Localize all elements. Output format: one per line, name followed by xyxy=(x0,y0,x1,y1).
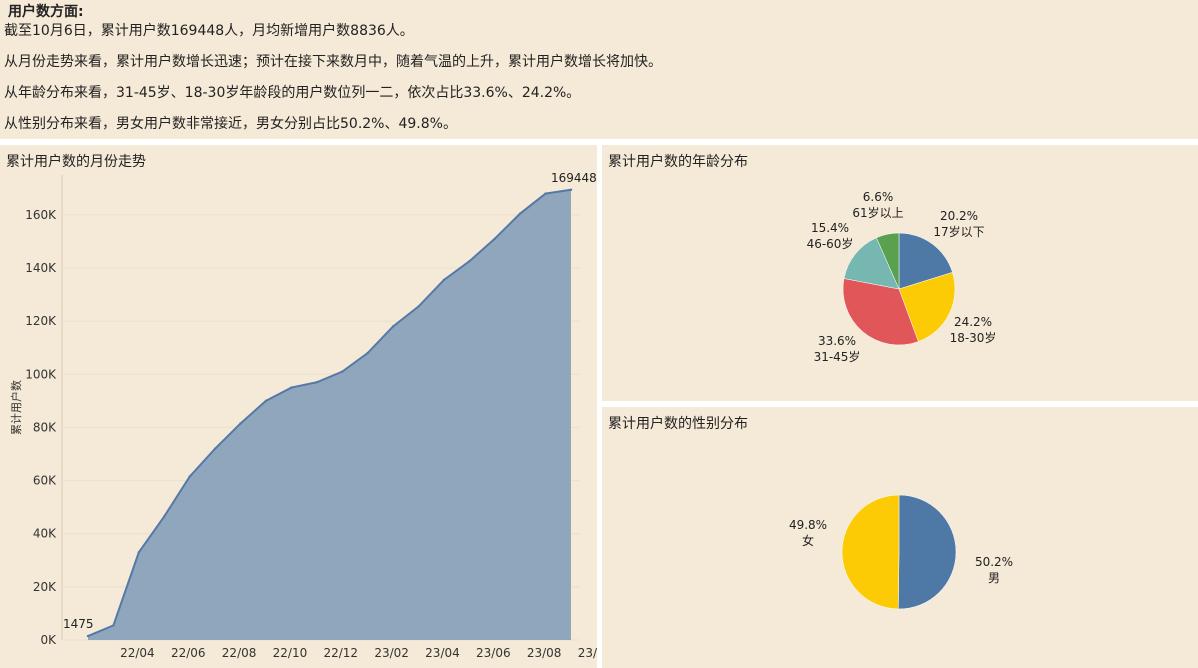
slice-category-label: 男 xyxy=(988,571,1000,585)
y-tick-label: 120K xyxy=(25,314,57,328)
y-tick-label: 160K xyxy=(25,208,57,222)
area-fill xyxy=(88,189,571,641)
summary-heading: 用户数方面: xyxy=(8,4,84,20)
pie-slice xyxy=(898,494,957,610)
age-chart-title: 累计用户数的年龄分布 xyxy=(608,154,748,170)
slice-percent-label: 50.2% xyxy=(975,555,1013,569)
slice-percent-label: 33.6% xyxy=(818,334,856,348)
slice-percent-label: 20.2% xyxy=(940,209,978,223)
data-point xyxy=(86,634,90,638)
y-tick-label: 0K xyxy=(40,633,57,647)
pie-slice xyxy=(842,278,919,346)
data-point xyxy=(518,212,522,215)
gender-chart-title: 累计用户数的性别分布 xyxy=(608,416,748,432)
x-tick-label: 22/04 xyxy=(120,646,155,660)
data-point xyxy=(112,624,115,627)
age-pie-chart: 20.2%17岁以下 24.2%18-30岁 33.6%31-45岁 15.4%46-… xyxy=(807,190,997,364)
data-point xyxy=(239,422,242,425)
summary-panel: 用户数方面: 截至10月6日，累计用户数169448人，月均新增用户数8836人… xyxy=(0,0,1198,139)
trend-chart: 0K 20K 40K 60K 80K 100K 120K 140K 160K 累计用户数 22/04… xyxy=(9,171,597,660)
summary-line: 从月份走势来看，累计用户数增长迅速；预计在接下来数月中，随着气温的上升，累计用户… xyxy=(4,54,662,70)
slice-percent-label: 6.6% xyxy=(863,190,894,204)
trend-chart-panel: 累计用户数的月份走势 0K 20K 40K 60K 80K 100K 120K 140K 160… xyxy=(0,145,597,668)
data-point xyxy=(341,370,344,373)
pie-slice xyxy=(841,494,900,610)
x-tick-label: 23/06 xyxy=(476,646,511,660)
first-value-label: 1475 xyxy=(63,617,94,631)
slice-percent-label: 15.4% xyxy=(811,221,849,235)
y-tick-label: 40K xyxy=(33,527,57,541)
y-tick-label: 140K xyxy=(25,261,57,275)
trend-chart-title: 累计用户数的月份走势 xyxy=(6,154,146,170)
data-point xyxy=(290,386,293,389)
data-point xyxy=(391,325,395,328)
pie-slice xyxy=(876,232,900,290)
data-point xyxy=(366,351,369,355)
summary-line: 截至10月6日，累计用户数169448人，月均新增用户数8836人。 xyxy=(4,23,414,39)
pie-slice xyxy=(898,272,956,342)
x-tick-label: 23/02 xyxy=(374,646,409,660)
summary-line: 从性别分布来看，男女用户数非常接近，男女分别占比50.2%、49.8%。 xyxy=(4,116,457,132)
data-point xyxy=(493,237,496,240)
slice-category-label: 17岁以下 xyxy=(933,224,984,239)
slice-category-label: 31-45岁 xyxy=(814,349,861,364)
data-point xyxy=(442,278,446,282)
slice-percent-label: 49.8% xyxy=(789,518,827,532)
y-tick-label: 60K xyxy=(33,474,57,488)
slice-category-label: 46-60岁 xyxy=(807,236,854,251)
area-line xyxy=(87,188,572,638)
pie-slice xyxy=(843,237,900,290)
y-tick-label: 100K xyxy=(25,367,57,381)
pie-slice xyxy=(898,232,953,290)
data-point xyxy=(544,192,547,195)
slice-category-label: 18-30岁 xyxy=(950,330,997,345)
data-point xyxy=(315,381,318,384)
y-tick-label: 80K xyxy=(33,420,57,434)
data-point xyxy=(213,447,217,450)
x-tick-label: 23/04 xyxy=(425,646,460,660)
age-chart-panel: 累计用户数的年龄分布 20.2% 17岁以下 24.2% 18-30岁 33.6% 31-… xyxy=(602,145,1198,401)
data-point xyxy=(188,475,191,478)
slice-category-label: 女 xyxy=(802,533,814,548)
gender-pie-chart: 50.2% 男 49.8%女 xyxy=(789,494,1013,610)
x-tick-label: 22/06 xyxy=(171,646,206,660)
x-tick-label: 23/10 xyxy=(578,646,597,660)
x-tick-label: 22/08 xyxy=(222,646,257,660)
x-tick-label: 22/10 xyxy=(273,646,308,660)
gender-chart-panel: 累计用户数的性别分布 50.2% 男 49.8% 女 xyxy=(602,407,1198,668)
y-tick-label: 20K xyxy=(33,580,57,594)
data-point xyxy=(417,305,420,308)
data-point xyxy=(569,188,573,191)
last-value-label: 169448 xyxy=(551,171,597,185)
slice-percent-label: 24.2% xyxy=(954,315,992,329)
data-point xyxy=(264,399,268,403)
data-point xyxy=(163,515,166,518)
y-axis-label: 累计用户数 xyxy=(9,380,23,435)
data-point xyxy=(468,260,471,263)
data-point xyxy=(137,551,141,554)
summary-line: 从年龄分布来看，31-45岁、18-30岁年龄段的用户数位列一二，依次占比33.… xyxy=(4,85,581,101)
slice-category-label: 61岁以上 xyxy=(852,205,903,220)
x-tick-label: 23/08 xyxy=(527,646,562,660)
x-tick-label: 22/12 xyxy=(323,646,358,660)
